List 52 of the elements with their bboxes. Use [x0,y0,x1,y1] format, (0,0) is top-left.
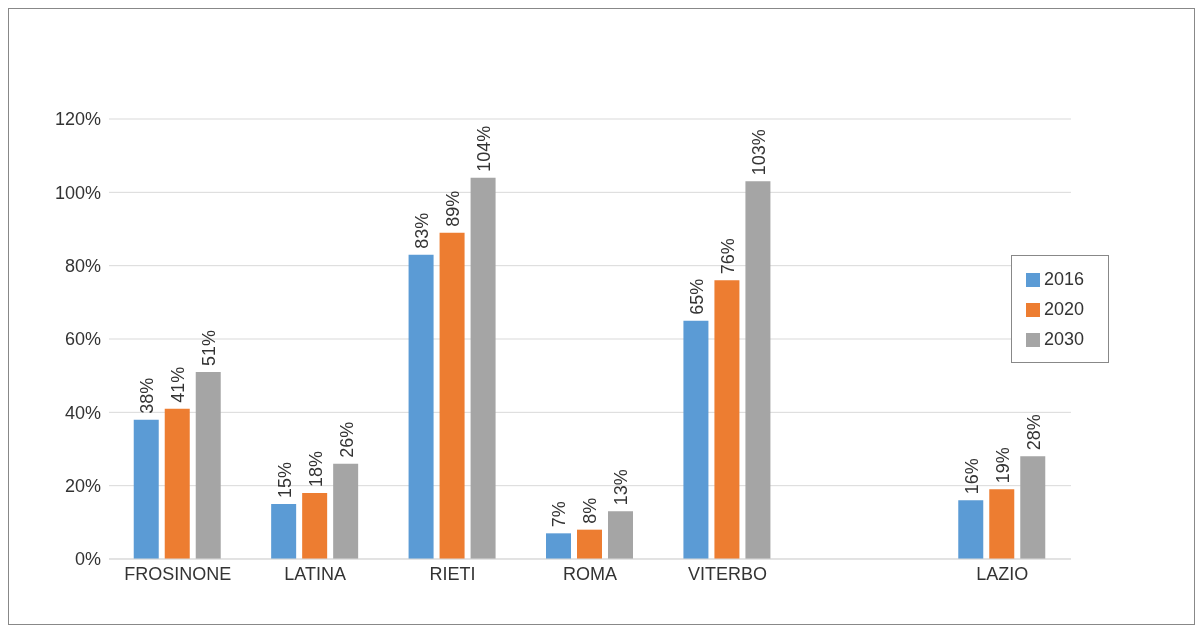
x-tick-label: LATINA [284,563,346,584]
legend-label: 2030 [1043,329,1084,349]
bar [958,500,984,559]
bar [439,232,465,559]
bar [133,419,159,559]
data-label: 65% [686,278,707,315]
data-label: 89% [443,190,464,227]
x-tick-label: ROMA [562,563,617,584]
y-tick-label: 80% [64,256,101,277]
data-label: 16% [961,458,982,495]
data-label: 7% [549,501,570,528]
bar [302,493,328,559]
y-tick-label: 20% [64,476,101,497]
bar [271,504,297,559]
x-tick-label: VITERBO [687,563,767,584]
data-label: 83% [412,212,433,249]
data-label: 76% [717,238,738,275]
bar [745,181,771,559]
bar [608,511,633,559]
x-tick-label: FROSINONE [124,563,232,584]
data-label: 103% [748,129,769,176]
y-tick-label: 100% [54,182,101,203]
y-tick-label: 40% [64,402,101,423]
data-label: 38% [137,377,158,414]
data-label: 18% [305,450,326,487]
bar [577,529,602,559]
bar [989,489,1015,559]
y-tick-label: 60% [64,329,101,350]
bar [408,254,434,559]
bar [714,280,740,559]
data-label: 13% [611,469,632,506]
data-label: 8% [580,497,601,524]
bar [1020,456,1046,559]
y-tick-label: 0% [74,549,101,570]
bar [470,177,496,559]
bar [546,533,571,559]
data-label: 41% [168,366,189,403]
bar [164,408,190,559]
data-label: 28% [1023,414,1044,451]
legend-label: 2016 [1043,269,1084,289]
data-label: 26% [336,421,357,458]
bar [195,372,221,559]
data-label: 15% [274,461,295,498]
x-tick-label: RIETI [429,563,476,584]
data-label: 19% [992,447,1013,484]
bar [683,320,709,559]
bar [333,463,359,559]
data-label: 104% [474,125,495,172]
data-label: 51% [199,329,220,366]
legend-label: 2020 [1043,299,1084,319]
y-tick-label: 120% [54,109,101,130]
x-tick-label: LAZIO [976,563,1029,584]
